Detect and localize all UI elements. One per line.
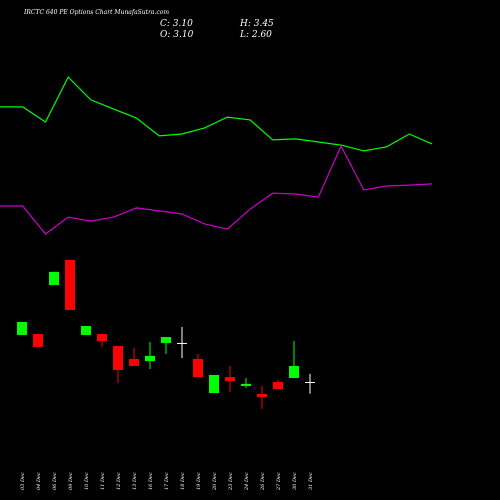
candle-body [145,355,155,362]
x-tick-label: 03 Dec [20,472,26,490]
x-tick-label: 11 Dec [100,472,106,490]
x-tick-label: 20 Dec [212,472,218,491]
x-tick-label: 24 Dec [244,472,250,491]
x-tick-label: 06 Dec [52,472,58,490]
candle-body [97,334,107,342]
x-tick-label: 23 Dec [228,472,234,491]
candle-body [273,382,283,390]
x-tick-label: 31 Dec [308,472,314,490]
candle-body [289,366,299,378]
x-tick-label: 26 Dec [260,472,266,491]
candle-body [209,374,219,394]
candle-body [257,394,267,398]
close-label: C: 3.10 [160,19,193,29]
candle-body [129,358,139,366]
indicator-line [0,144,433,235]
x-tick-label: 30 Dec [292,472,298,490]
candle-body [49,271,59,286]
candle-body [17,322,27,335]
high-label: H: 3.45 [239,19,274,29]
candle-body [193,358,203,378]
x-tick-label: 18 Dec [180,472,186,490]
x-tick-label: 17 Dec [164,472,170,490]
x-tick-label: 04 Dec [36,472,42,490]
candle-body [81,326,91,335]
candle-body [65,259,75,310]
candle-body [161,337,171,343]
candle-body [241,383,251,386]
candle-body [33,334,43,347]
x-tick-label: 13 Dec [132,472,138,490]
x-tick-label: 16 Dec [148,472,154,490]
x-tick-label: 10 Dec [84,472,90,490]
x-tick-label: 19 Dec [196,472,202,490]
chart-title: IRCTC 640 PE Options Chart MunafaSutra.c… [23,9,169,16]
candle-body [113,346,123,370]
candle-body [177,342,187,344]
x-tick-label: 12 Dec [116,472,122,490]
x-tick-label: 27 Dec [276,472,282,491]
open-label: O: 3.10 [160,30,194,40]
candle-body [305,382,315,383]
x-tick-label: 09 Dec [68,472,74,490]
low-label: L: 2.60 [239,30,272,40]
candle-body [225,377,235,382]
indicator-line [0,76,433,152]
